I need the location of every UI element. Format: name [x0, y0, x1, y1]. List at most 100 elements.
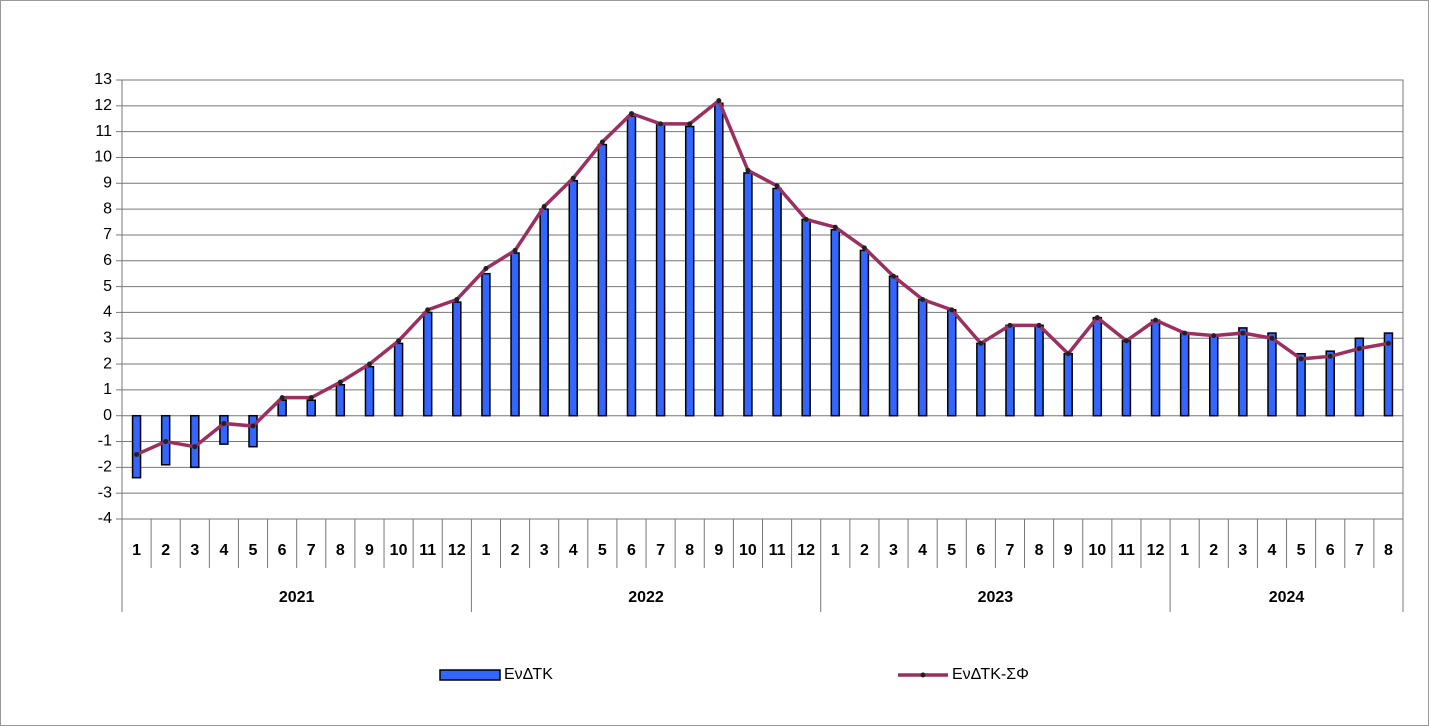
marker — [163, 439, 169, 445]
y-tick-label: 13 — [94, 71, 112, 88]
marker — [1153, 317, 1159, 323]
legend-swatch — [439, 669, 501, 681]
y-tick-label: 4 — [103, 304, 112, 321]
bar — [743, 172, 753, 417]
y-tick-label: 11 — [95, 123, 112, 140]
marker — [891, 273, 897, 279]
bar — [597, 143, 608, 417]
bar — [1383, 332, 1394, 417]
x-tick-label: 6 — [627, 542, 636, 559]
bar — [1005, 324, 1015, 417]
x-tick-label: 7 — [1006, 542, 1015, 559]
marker — [774, 183, 780, 189]
x-tick-label: 9 — [1064, 542, 1073, 559]
bar — [422, 311, 433, 417]
x-tick-label: 9 — [714, 542, 723, 559]
bar — [888, 275, 899, 417]
bar — [859, 249, 870, 417]
bar — [772, 187, 782, 417]
y-tick-label: 6 — [103, 252, 112, 269]
x-tick-label: 6 — [1326, 542, 1335, 559]
marker — [920, 297, 926, 302]
bar — [684, 125, 695, 417]
bar — [1296, 352, 1306, 417]
y-tick-label: -3 — [98, 484, 112, 501]
x-tick-label: 5 — [598, 542, 607, 559]
group-label: 2024 — [1269, 589, 1305, 606]
x-tick-label: 5 — [1297, 542, 1306, 559]
legend-label: ΕνΔΤΚ-ΣΦ — [952, 666, 1029, 683]
marker — [134, 451, 140, 457]
y-tick-label: 3 — [103, 329, 112, 346]
marker — [1094, 315, 1100, 321]
bar — [801, 218, 811, 417]
x-tick-label: 7 — [307, 542, 316, 559]
marker — [1327, 353, 1333, 359]
marker — [337, 379, 343, 385]
marker — [1065, 351, 1071, 357]
bar — [364, 365, 375, 417]
y-tick-label: 7 — [103, 226, 112, 243]
marker — [658, 121, 664, 127]
x-tick-label: 11 — [769, 542, 786, 559]
marker — [1182, 330, 1188, 336]
y-tick-label: 8 — [103, 200, 112, 217]
bar — [1325, 350, 1335, 417]
bar — [1063, 352, 1073, 417]
x-tick-label: 6 — [976, 542, 985, 559]
x-tick-label: 7 — [656, 542, 665, 559]
marker — [1269, 335, 1275, 341]
y-tick-label: 0 — [103, 407, 112, 424]
y-tick-label: 12 — [94, 97, 112, 114]
bar — [1121, 340, 1132, 417]
x-tick-label: 1 — [1180, 542, 1189, 559]
x-tick-label: 2 — [161, 542, 170, 559]
marker — [861, 245, 867, 251]
marker — [1356, 346, 1362, 352]
x-tick-label: 5 — [249, 542, 258, 559]
marker — [628, 111, 634, 117]
bar — [1179, 332, 1190, 417]
bar — [626, 115, 637, 417]
marker — [1211, 333, 1217, 339]
y-tick-label: -2 — [98, 459, 112, 476]
marker — [803, 216, 809, 222]
x-tick-label: 9 — [365, 542, 374, 559]
x-tick-label: 1 — [481, 542, 490, 559]
bar — [393, 342, 404, 417]
x-tick-label: 3 — [190, 542, 199, 559]
bar — [510, 252, 520, 417]
x-tick-label: 2 — [1209, 542, 1218, 559]
bar — [1209, 334, 1219, 417]
x-tick-label: 6 — [278, 542, 287, 559]
y-tick-label: 2 — [103, 355, 112, 372]
legend-label: ΕνΔΤΚ — [504, 666, 553, 683]
x-tick-label: 4 — [918, 542, 927, 559]
y-tick-label: 9 — [103, 175, 112, 192]
marker — [541, 204, 547, 210]
x-tick-label: 2 — [860, 542, 869, 559]
marker — [396, 338, 402, 344]
marker — [1240, 330, 1246, 336]
marker — [483, 266, 489, 272]
bar — [539, 208, 549, 417]
marker — [716, 98, 722, 104]
bar — [1267, 332, 1277, 417]
bar — [1034, 324, 1044, 417]
x-tick-label: 7 — [1355, 542, 1364, 559]
x-tick-label: 2 — [511, 542, 520, 559]
marker — [221, 420, 227, 426]
y-tick-label: 10 — [94, 149, 112, 166]
marker — [308, 395, 314, 401]
x-tick-label: 10 — [390, 542, 408, 559]
y-tick-label: 1 — [103, 381, 112, 398]
group-label: 2022 — [628, 589, 664, 606]
bar — [481, 272, 491, 417]
marker — [832, 224, 838, 230]
marker — [745, 167, 751, 173]
bar — [655, 123, 666, 417]
marker — [1036, 322, 1042, 328]
marker — [1385, 340, 1391, 346]
